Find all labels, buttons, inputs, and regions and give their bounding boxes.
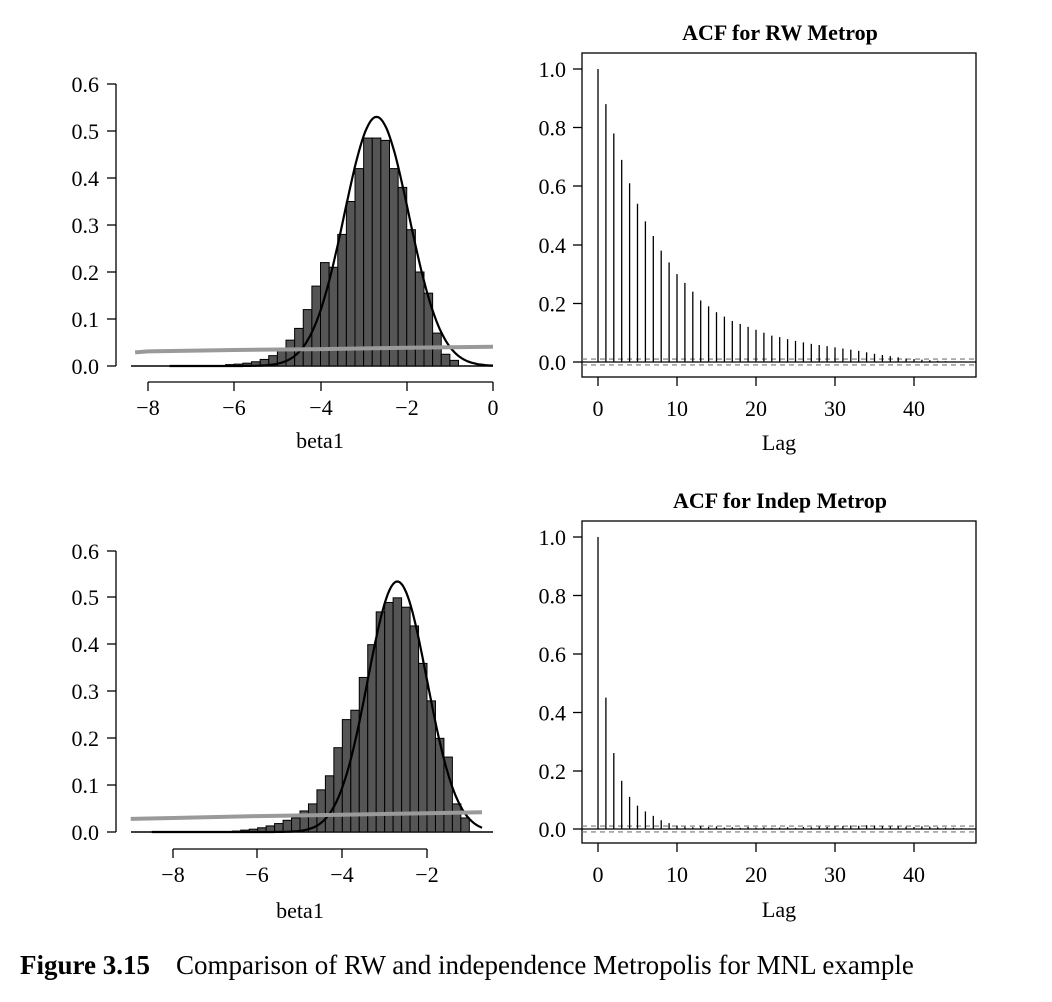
y-tick-label: 1.0 [539,57,567,82]
histogram-bar [389,168,399,367]
density-curve [151,580,483,834]
histogram-bar [406,229,416,367]
y-tick-label: 0.5 [72,119,100,144]
density-curve [169,115,494,368]
histogram-bar [375,611,386,833]
y-tick-label: 0.2 [539,292,567,317]
histogram-panel-1: 0.0 0.1 0.2 0.3 0.4 0.5 0.6 −8 −6 −4 −2 0 beta1 [72,72,499,453]
prior-density-line [130,810,483,821]
plot-frame [581,52,977,378]
histogram-bar [345,201,356,367]
caption-text: Comparison of RW and independence Metrop… [176,950,914,980]
y-tick-label: 0.1 [72,773,100,798]
acf-title: ACF for Indep Metrop [673,488,887,513]
y-tick-label: 0.5 [72,585,100,610]
acf-title: ACF for RW Metrop [682,20,878,45]
y-tick-label: 0.4 [72,632,100,657]
y-tick-label: 0.3 [72,679,100,704]
y-tick-label: 0.1 [72,307,100,332]
x-axis-label: Lag [762,897,796,922]
x-tick-label: 30 [824,396,846,421]
y-tick-label: 0.0 [72,820,100,845]
x-tick-label: 30 [824,862,846,887]
y-tick-label: 0.0 [539,350,567,375]
y-tick-label: 1.0 [539,525,567,550]
histogram-bar [371,137,382,367]
histogram-bar [354,168,365,367]
x-tick-label: 0 [593,396,604,421]
figure-canvas: 0.0 0.1 0.2 0.3 0.4 0.5 0.6 −8 −6 −4 −2 0 beta1 ACF f… [72,20,977,923]
y-tick-label: 0.2 [72,726,100,751]
x-tick-label: 20 [745,396,767,421]
histogram-bar [337,233,347,367]
x-tick-label: −4 [309,395,332,420]
acf-panel-2: ACF for RW Metrop 0.0 0.2 0.4 0.6 0.8 1.0 0 10 20… [539,20,977,455]
x-tick-label: 0 [488,395,499,420]
y-tick-label: 0.8 [539,584,567,609]
y-tick-label: 0.4 [72,166,100,191]
figure-caption: Figure 3.15 Comparison of RW and independ… [20,950,914,981]
y-tick-label: 0.2 [72,260,100,285]
y-tick-label: 0.6 [72,539,100,564]
figure-number: Figure 3.15 [20,950,150,980]
y-tick-label: 0.4 [539,233,567,258]
histogram-bar [384,602,394,833]
y-tick-label: 0.8 [539,116,567,141]
histogram-bar [380,139,390,367]
y-tick-label: 0.6 [539,174,567,199]
x-tick-label: 10 [666,396,688,421]
x-tick-label: −6 [222,395,245,420]
y-tick-label: 0.3 [72,213,100,238]
x-axis-label: Lag [762,430,796,455]
x-tick-label: 10 [666,862,688,887]
y-tick-label: 0.6 [72,72,100,97]
x-tick-label: −2 [395,395,418,420]
histogram-bar [451,803,462,833]
x-tick-label: −8 [161,862,184,887]
acf-panel-4: ACF for Indep Metrop 0.0 0.2 0.4 0.6 0.8 1.0 0 1… [539,488,977,922]
x-axis-label: beta1 [296,428,344,453]
histogram-bar [363,137,373,367]
histogram-bar [282,819,293,833]
x-tick-label: 0 [593,862,604,887]
histogram-bar [418,662,428,833]
x-tick-label: −6 [245,862,268,887]
histogram-bar [392,597,403,833]
y-tick-label: 0.6 [539,642,567,667]
plot-frame [581,520,977,844]
x-axis-label: beta1 [276,898,324,923]
histogram-bar [443,756,453,833]
x-tick-label: −4 [330,862,353,887]
histogram-panel-3: 0.0 0.1 0.2 0.3 0.4 0.5 0.6 −8 −6 −4 −2 beta1 [72,539,493,923]
histogram-bar [274,823,284,833]
histogram-bar [311,285,321,367]
histogram-bar [460,817,470,833]
histogram-bar [328,266,339,367]
y-tick-label: 0.4 [539,701,567,726]
histogram-bar [397,186,408,367]
x-tick-label: 20 [745,862,767,887]
histogram-bar [432,332,442,367]
y-tick-label: 0.0 [539,817,567,842]
x-tick-label: 40 [903,862,925,887]
x-tick-label: −8 [136,395,159,420]
histogram-bar [291,817,301,833]
histogram-bar [401,606,411,833]
histogram-bar [449,359,459,367]
y-tick-label: 0.2 [539,759,567,784]
x-tick-label: 40 [903,396,925,421]
y-tick-label: 0.0 [72,354,100,379]
histogram-bar [302,309,313,367]
histogram-bar [285,339,296,367]
histogram-bar [324,775,335,833]
prior-density-line [134,344,494,355]
histogram-bar [409,625,420,833]
histogram-bar [440,353,451,367]
x-tick-label: −2 [415,862,438,887]
histogram-bar [414,271,425,367]
